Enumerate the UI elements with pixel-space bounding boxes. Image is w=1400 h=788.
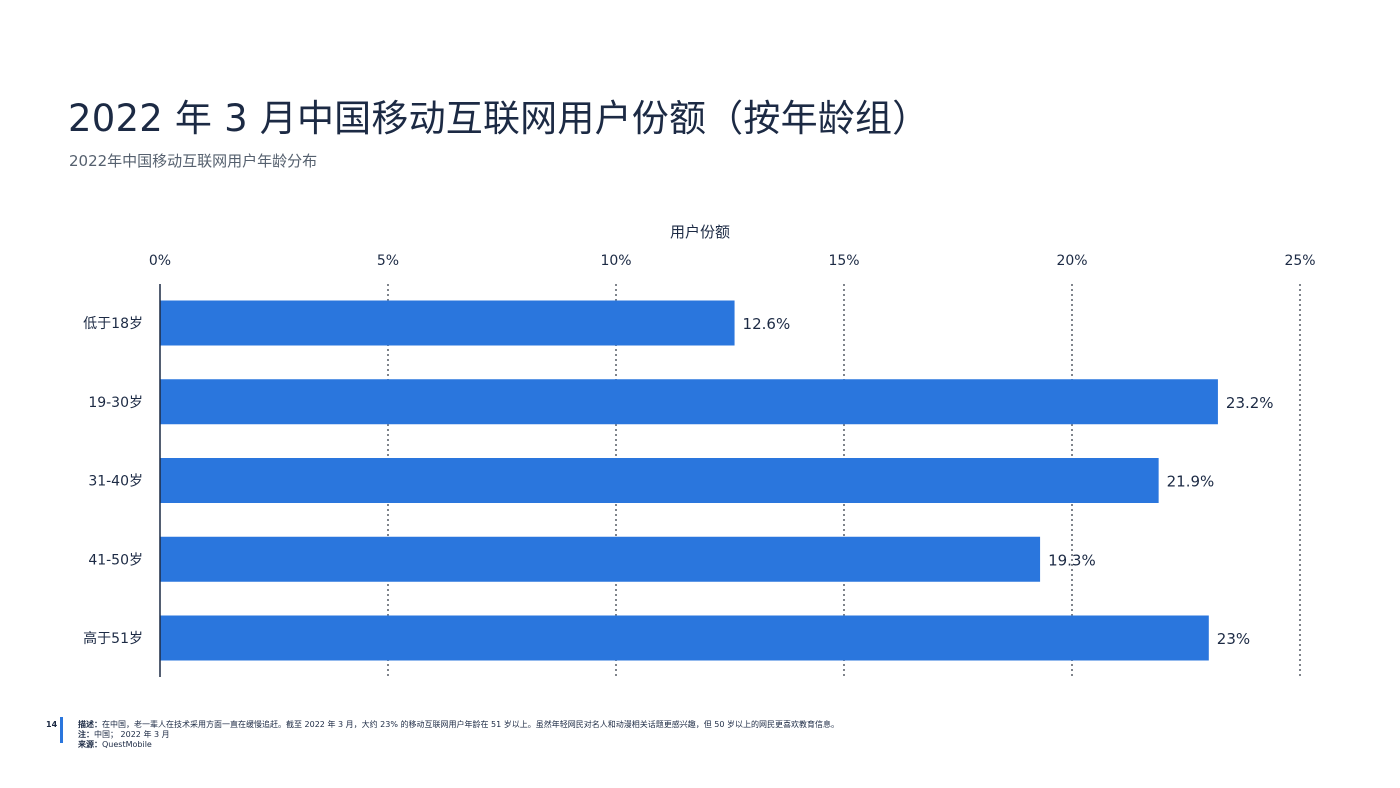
x-axis-title: 用户份额: [670, 223, 730, 241]
page-subtitle: 2022年中国移动互联网用户年龄分布: [69, 152, 318, 170]
value-label: 19.3%: [1048, 551, 1096, 569]
category-label: 低于18岁: [83, 316, 143, 332]
category-label: 31-40岁: [88, 474, 143, 490]
value-labels: 12.6% 23.2% 21.9% 19.3% 23%: [743, 315, 1274, 648]
category-label: 高于51岁: [83, 630, 143, 647]
value-label: 23%: [1217, 630, 1250, 648]
bar: [160, 536, 1041, 582]
category-label: 41-50岁: [88, 552, 143, 568]
bars: [160, 300, 1218, 661]
footer-note: 注：中国； 2022 年 3 月: [78, 730, 839, 740]
value-label: 12.6%: [743, 315, 791, 333]
desc-label: 描述：: [78, 720, 102, 729]
x-tick-label: 5%: [377, 253, 399, 269]
footer-description: 描述：在中国，老一辈人在技术采用方面一直在缓慢追赶。截至 2022 年 3 月，…: [78, 720, 839, 730]
value-label: 23.2%: [1226, 394, 1274, 412]
value-label: 21.9%: [1167, 473, 1215, 491]
x-tick-label: 15%: [828, 253, 859, 269]
category-label: 19-30岁: [88, 395, 143, 411]
note-text: 中国； 2022 年 3 月: [94, 730, 170, 739]
bar: [160, 379, 1218, 425]
x-tick-label: 25%: [1284, 253, 1315, 269]
page-number: 14: [46, 720, 58, 729]
x-tick-label: 20%: [1056, 253, 1087, 269]
footer-source: 来源：QuestMobile: [78, 740, 839, 750]
note-label: 注：: [78, 730, 94, 739]
bar: [160, 300, 735, 346]
footer: 14 描述：在中国，老一辈人在技术采用方面一直在缓慢追赶。截至 2022 年 3…: [0, 716, 1400, 756]
source-text: QuestMobile: [102, 740, 152, 749]
bar: [160, 615, 1209, 661]
x-tick-label: 10%: [600, 253, 631, 269]
source-label: 来源：: [78, 740, 102, 749]
x-tick-label: 0%: [149, 253, 171, 269]
page-title: 2022 年 3 月中国移动互联网用户份额（按年龄组）: [68, 97, 930, 140]
bar: [160, 458, 1159, 503]
footer-accent-bar: [60, 717, 63, 743]
bar-chart: 用户份额 0% 5% 10% 15% 20% 25% 低于18岁 19-30岁 31-40岁 4…: [83, 223, 1316, 677]
desc-text: 在中国，老一辈人在技术采用方面一直在缓慢追赶。截至 2022 年 3 月，大约 …: [102, 720, 840, 729]
footer-notes: 描述：在中国，老一辈人在技术采用方面一直在缓慢追赶。截至 2022 年 3 月，…: [78, 720, 839, 750]
x-tick-labels: 0% 5% 10% 15% 20% 25%: [149, 253, 1316, 269]
